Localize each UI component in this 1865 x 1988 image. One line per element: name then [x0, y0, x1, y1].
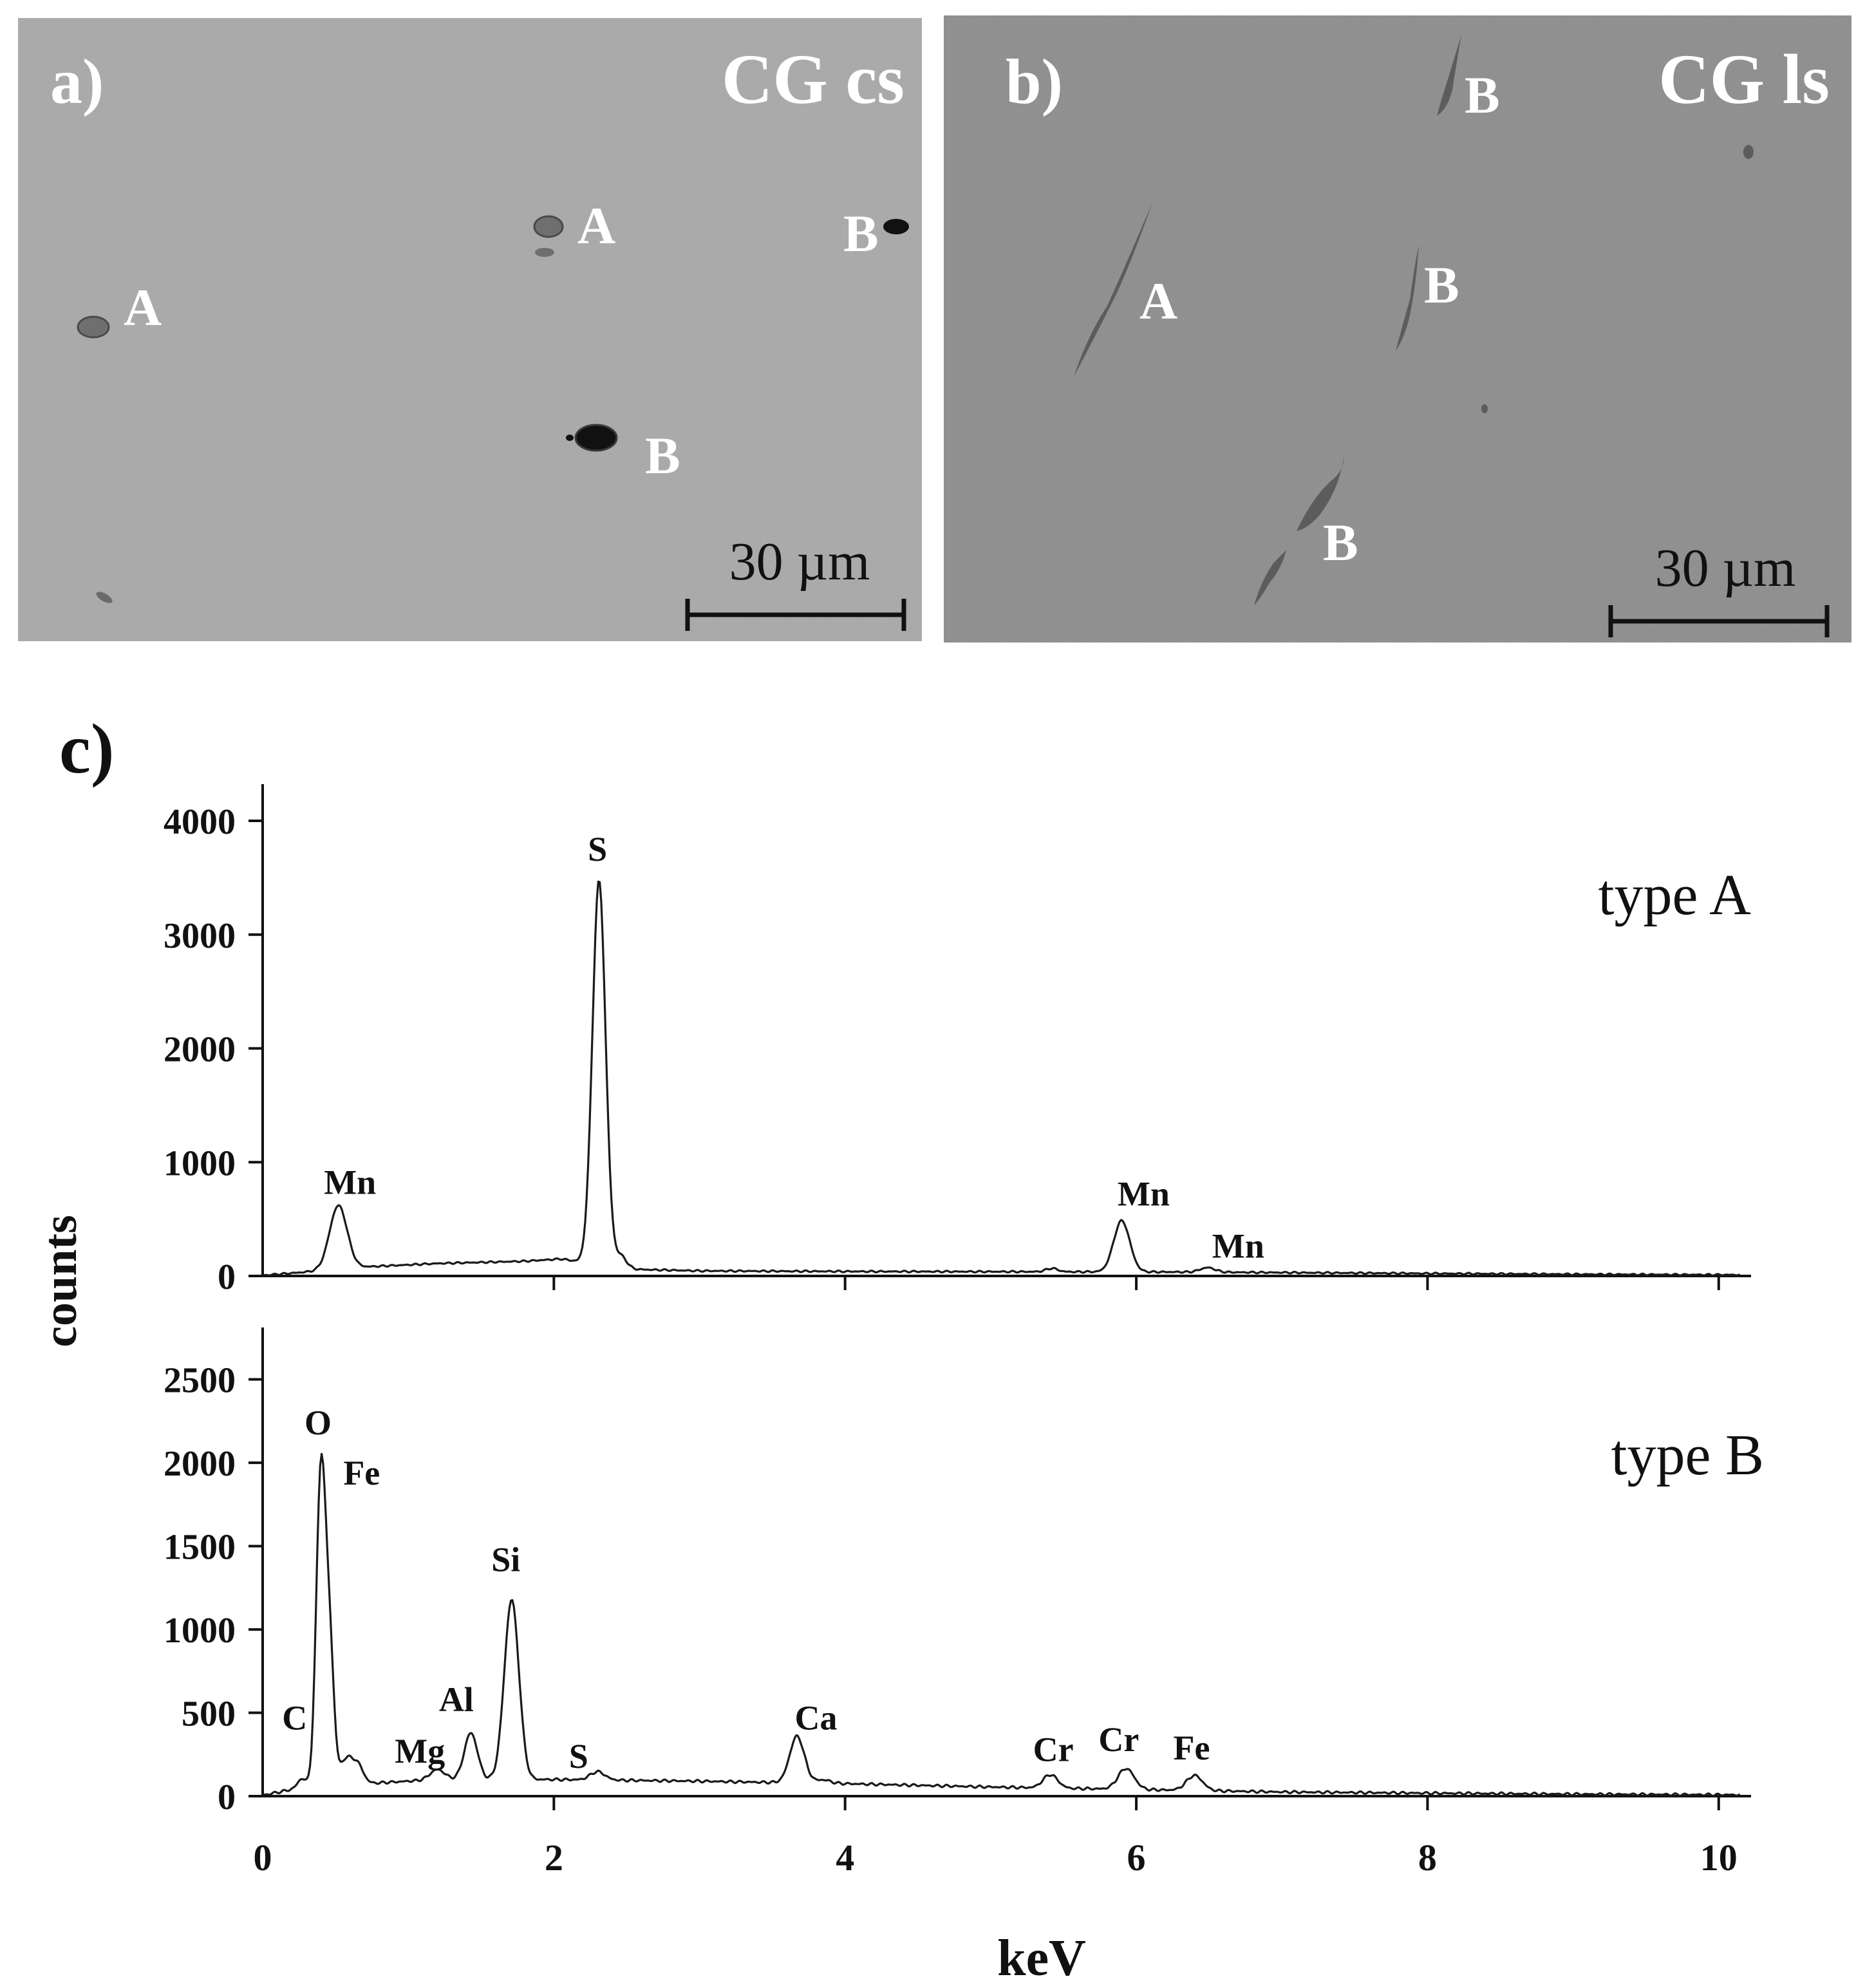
marker-a-stringer: A [1139, 272, 1177, 330]
spectrum-line [263, 1452, 1741, 1797]
marker-b-1: B [645, 426, 680, 485]
x-tick-label: 10 [1700, 1837, 1738, 1879]
y-tick-label: 3000 [164, 916, 236, 956]
inclusion-small [96, 592, 113, 603]
peak-label-o: O [305, 1403, 332, 1442]
y-axis-title: counts [34, 1215, 87, 1347]
peak-label-c: C [282, 1698, 307, 1737]
y-tick-label: 1500 [164, 1528, 236, 1568]
y-tick-label: 500 [182, 1694, 236, 1734]
panel-b: b) CG ls B B A B 30 µm [944, 15, 1851, 642]
inclusion-b-1 [574, 424, 618, 452]
inclusion-a-3 [535, 248, 554, 257]
marker-b-mid: B [1424, 256, 1459, 314]
peak-label-fe: Fe [343, 1454, 380, 1492]
marker-b-top: B [1465, 66, 1500, 124]
condition-label-a: CG cs [722, 40, 904, 118]
peak-label-mn: Mn [1212, 1227, 1264, 1266]
scale-bar-label-b: 30 µm [1655, 538, 1796, 598]
peak-label-ca: Ca [794, 1698, 837, 1737]
spectrum-line [263, 880, 1741, 1277]
panel-label-c: c) [59, 709, 114, 788]
peak-label-si: Si [491, 1540, 520, 1579]
marker-b-low: B [1323, 513, 1358, 572]
condition-label-b: CG ls [1658, 40, 1830, 118]
marker-a-1: A [124, 278, 162, 337]
inclusion-b-1-small [566, 435, 574, 441]
y-tick-label: 1000 [164, 1143, 236, 1183]
y-tick-label: 0 [218, 1257, 236, 1297]
y-tick-label: 4000 [164, 802, 236, 842]
panel-c: c) counts keV 01000200030004000MnSMnMnty… [34, 709, 1764, 1987]
x-axis-title: keV [997, 1930, 1086, 1987]
scale-bar-label-a: 30 µm [729, 532, 870, 592]
marker-a-2: A [577, 196, 615, 255]
peak-label-mn: Mn [324, 1163, 376, 1202]
series-label: type A [1598, 863, 1751, 927]
peak-label-s: S [588, 830, 607, 868]
y-tick-label: 0 [218, 1777, 236, 1817]
x-tick-label: 4 [836, 1837, 854, 1879]
inclusion-dot-2 [1743, 145, 1754, 159]
peak-label-cr: Cr [1033, 1730, 1074, 1769]
y-tick-label: 2500 [164, 1361, 236, 1401]
marker-b-2: B [843, 204, 879, 263]
peak-label-fe: Fe [1174, 1729, 1210, 1767]
panel-label-a: a) [50, 46, 104, 117]
peak-label-s: S [569, 1737, 588, 1776]
spectrum-type-b: 0 500 1000 1500 2000 2500 0 2 4 6 8 10 O Fe C Mg Al Si S Ca… [164, 1327, 1764, 1879]
inclusion-a-2 [533, 215, 564, 238]
inclusion-a-stringer [1074, 203, 1152, 377]
x-tick-label: 2 [545, 1837, 563, 1879]
x-tick-label: 0 [254, 1837, 272, 1879]
y-tick-label: 2000 [164, 1444, 236, 1484]
inclusion-b-2 [883, 219, 909, 234]
y-tick-label: 2000 [164, 1030, 236, 1070]
panel-a: a) CG cs A A B B 30 µm [18, 18, 922, 641]
micrograph-a-texture [18, 18, 922, 641]
x-tick-label: 8 [1418, 1837, 1437, 1879]
panel-label-b: b) [1006, 46, 1063, 117]
peak-label-mn: Mn [1118, 1174, 1170, 1213]
x-tick-label: 6 [1127, 1837, 1146, 1879]
inclusion-a-1 [77, 315, 110, 339]
peak-label-cr: Cr [1098, 1720, 1139, 1759]
inclusion-b-stringer-tail [1254, 550, 1286, 605]
spectrum-type-a: 0 1000 2000 3000 4000 Mn S Mn Mn type A [164, 784, 1751, 1297]
inclusion-dot [1481, 404, 1488, 413]
inclusion-b-stringer-top [1437, 35, 1461, 116]
series-label: type B [1611, 1423, 1764, 1487]
inclusion-b-stringer-low [1297, 456, 1344, 531]
peak-label-al: Al [439, 1680, 474, 1719]
peak-label-mg: Mg [395, 1732, 445, 1770]
y-tick-label: 1000 [164, 1611, 236, 1651]
